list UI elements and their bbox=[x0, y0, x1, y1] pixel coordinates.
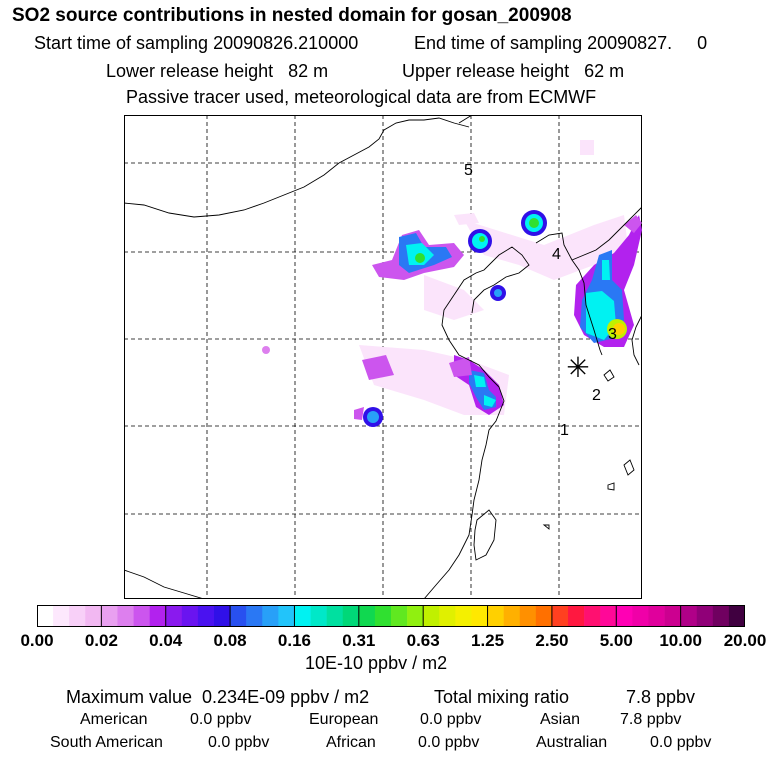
start-time: Start time of sampling 20090826.210000 bbox=[34, 33, 359, 53]
colorbar-tick-label: 0.00 bbox=[20, 631, 54, 650]
region-label-american: American bbox=[80, 711, 148, 728]
colorbar-cell bbox=[246, 605, 263, 627]
colorbar-cell bbox=[439, 605, 456, 627]
region-label-south-american: South American bbox=[50, 734, 163, 751]
colorbar-cell bbox=[358, 605, 376, 627]
region-label-african: African bbox=[326, 734, 376, 751]
lower-release-height: Lower release height 82 m bbox=[106, 61, 329, 81]
colorbar-tick-label: 1.25 bbox=[470, 631, 505, 650]
colorbar-cell bbox=[584, 605, 601, 627]
maximum-value: Maximum value 0.234E-09 ppbv / m2 bbox=[66, 687, 370, 707]
colorbar-cell bbox=[680, 605, 698, 627]
colorbar bbox=[37, 605, 745, 627]
colorbar-tick-label: 2.50 bbox=[535, 631, 569, 650]
colorbar-tick-label: 0.63 bbox=[406, 631, 440, 650]
region-value-european: 0.0 ppbv bbox=[420, 711, 482, 728]
colorbar-cell bbox=[214, 605, 231, 627]
region-value-african: 0.0 ppbv bbox=[418, 734, 480, 751]
colorbar-frame bbox=[37, 605, 745, 627]
colorbar-tick-label: 5.00 bbox=[599, 631, 633, 650]
upper-release-height: Upper release height 62 m bbox=[402, 61, 625, 81]
region-value-south-american: 0.0 ppbv bbox=[208, 734, 270, 751]
marker-1: 1 bbox=[560, 422, 569, 439]
colorbar-cell bbox=[294, 605, 311, 627]
colorbar-cell bbox=[165, 605, 183, 627]
region-label-european: European bbox=[309, 711, 379, 728]
colorbar-tick-label: 20.00 bbox=[723, 631, 767, 650]
concentration-plumes bbox=[262, 140, 642, 427]
colorbar-cell bbox=[616, 605, 633, 627]
colorbar-cell bbox=[600, 605, 617, 627]
colorbar-cell bbox=[181, 605, 199, 627]
colorbar-tick-label: 10.00 bbox=[659, 631, 702, 650]
colorbar-cell bbox=[632, 605, 649, 627]
colorbar-cell bbox=[197, 605, 215, 627]
marker-4: 4 bbox=[552, 246, 561, 263]
colorbar-cell bbox=[69, 605, 86, 627]
region-value-asian: 7.8 ppbv bbox=[620, 711, 682, 728]
colorbar-cell bbox=[423, 605, 440, 627]
total-mixing-value: 7.8 ppbv bbox=[626, 687, 696, 707]
marker-5: 5 bbox=[464, 162, 473, 179]
colorbar-cell bbox=[391, 605, 408, 627]
colorbar-cell bbox=[471, 605, 488, 627]
marker-3: 3 bbox=[608, 326, 617, 343]
colorbar-cell bbox=[519, 605, 537, 627]
colorbar-cell bbox=[133, 605, 150, 627]
colorbar-tick-label: 0.31 bbox=[342, 631, 376, 650]
colorbar-cell bbox=[503, 605, 521, 627]
colorbar-cell bbox=[278, 605, 295, 627]
colorbar-cell bbox=[551, 605, 569, 627]
colorbar-cell bbox=[455, 605, 472, 627]
colorbar-cell bbox=[696, 605, 714, 627]
end-time: End time of sampling 20090827. 0 bbox=[414, 33, 708, 53]
marker-2: 2 bbox=[592, 387, 601, 404]
colorbar-cell bbox=[712, 605, 730, 627]
colorbar-cell bbox=[117, 605, 134, 627]
colorbar-cell bbox=[664, 605, 681, 627]
colorbar-tick-label: 0.02 bbox=[84, 631, 118, 650]
colorbar-cell bbox=[310, 605, 327, 627]
colorbar-cell bbox=[53, 605, 70, 627]
colorbar-tick-label: 0.08 bbox=[213, 631, 247, 650]
receptor-marker: ✳ bbox=[566, 351, 589, 384]
region-label-asian: Asian bbox=[540, 711, 581, 728]
colorbar-cell bbox=[407, 605, 424, 627]
map-panel: ✳ 5 4 3 2 1 bbox=[124, 115, 642, 599]
colorbar-cell bbox=[149, 605, 167, 627]
colorbar-cell bbox=[374, 605, 392, 627]
colorbar-cell bbox=[85, 605, 102, 627]
region-value-australian: 0.0 ppbv bbox=[650, 734, 712, 751]
colorbar-cell bbox=[37, 605, 54, 627]
colorbar-cell bbox=[342, 605, 360, 627]
total-mixing-label: Total mixing ratio bbox=[434, 687, 570, 707]
colorbar-cell bbox=[101, 605, 118, 627]
colorbar-cell bbox=[326, 605, 344, 627]
graticule bbox=[124, 115, 642, 599]
tracer-note: Passive tracer used, meteorological data… bbox=[126, 87, 597, 107]
chart-title: SO2 source contributions in nested domai… bbox=[12, 5, 572, 26]
colorbar-cell bbox=[535, 605, 553, 627]
colorbar-cell bbox=[230, 605, 247, 627]
colorbar-cell bbox=[568, 605, 585, 627]
coastlines bbox=[124, 115, 642, 599]
colorbar-cell bbox=[648, 605, 665, 627]
region-label-australian: Australian bbox=[536, 734, 608, 751]
region-value-american: 0.0 ppbv bbox=[190, 711, 252, 728]
colorbar-tick-label: 0.16 bbox=[277, 631, 311, 650]
colorbar-tick-label: 0.04 bbox=[149, 631, 183, 650]
colorbar-cell bbox=[262, 605, 279, 627]
colorbar-unit: 10E-10 ppbv / m2 bbox=[305, 653, 448, 673]
colorbar-cell bbox=[728, 605, 745, 627]
colorbar-cell bbox=[487, 605, 504, 627]
